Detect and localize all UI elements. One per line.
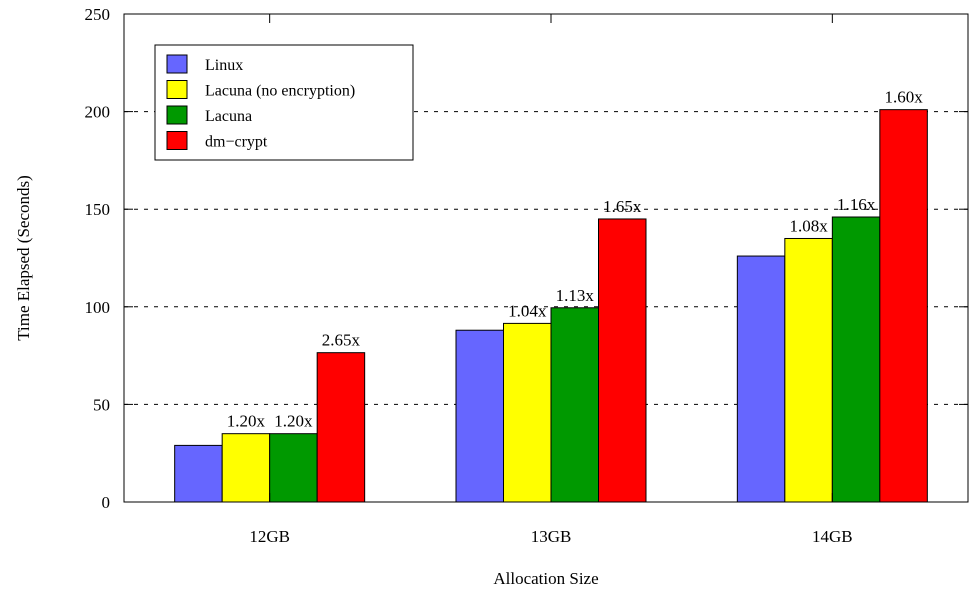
bar-data-label: 2.65x: [322, 331, 361, 350]
y-tick-label: 50: [93, 395, 110, 414]
bar: [879, 109, 928, 503]
x-tick-label: 14GB: [812, 527, 853, 546]
y-tick-label: 200: [85, 103, 111, 122]
bar: [221, 433, 271, 503]
legend-box: [154, 44, 414, 161]
x-tick-label: 13GB: [531, 527, 572, 546]
y-tick-label: 0: [102, 493, 111, 512]
bar: [736, 255, 786, 503]
y-tick-label: 100: [85, 298, 111, 317]
bar-data-label: 1.20x: [227, 412, 266, 431]
bar: [455, 329, 504, 503]
bar-data-label: 1.08x: [789, 216, 828, 235]
y-tick-label: 250: [85, 5, 111, 24]
bar: [831, 216, 881, 503]
legend: Linux Lacuna (no encryption) Lacuna dm−cryp…: [154, 44, 414, 161]
y-tick-label: 150: [85, 200, 111, 219]
bar: [550, 307, 599, 503]
legend-label: Lacuna: [205, 108, 252, 125]
x-axis-title: Allocation Size: [493, 569, 598, 588]
bar-data-label: 1.60x: [884, 88, 923, 107]
bar: [174, 444, 223, 503]
plot-area-frame: [123, 13, 969, 503]
y-axis-title: Time Elapsed (Seconds): [14, 175, 33, 341]
bar: [784, 237, 833, 503]
bar: [316, 352, 366, 503]
legend-label: Linux: [205, 57, 243, 74]
bar-data-label: 1.16x: [837, 195, 876, 214]
legend-swatch: [166, 80, 188, 99]
bar: [269, 433, 318, 503]
x-tick-label: 12GB: [249, 527, 290, 546]
legend-label: Lacuna (no encryption): [205, 83, 355, 100]
bar-data-label: 1.04x: [508, 301, 547, 320]
legend-swatch: [166, 131, 188, 150]
bar: [503, 322, 552, 503]
legend-swatch: [166, 54, 188, 74]
bar: [598, 218, 647, 503]
bar-data-label: 1.65x: [603, 197, 642, 216]
legend-label: dm−crypt: [205, 134, 268, 151]
bar-data-label: 1.20x: [274, 412, 313, 431]
legend-swatch: [166, 105, 188, 125]
bar-data-label: 1.13x: [556, 286, 595, 305]
